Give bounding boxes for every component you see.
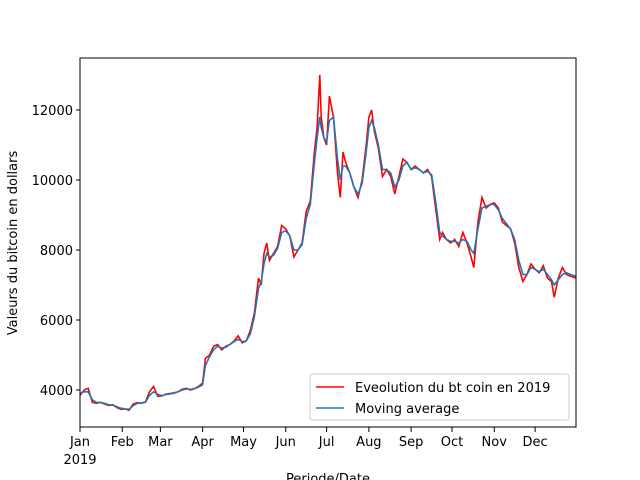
x-tick-label: Mar xyxy=(148,435,173,450)
data-line xyxy=(79,115,577,411)
x-tick-label: May xyxy=(230,435,257,450)
y-tick-label: 10000 xyxy=(32,174,73,189)
legend-label: Moving average xyxy=(355,402,459,417)
x-tick-label: Sep xyxy=(399,435,424,450)
x-tick-label: Jan xyxy=(69,435,90,450)
x-tick-label: Apr xyxy=(191,435,214,450)
x-tick-label: Jun xyxy=(275,435,296,450)
y-tick-label: 8000 xyxy=(40,244,73,259)
x-axis-label: Periode/Date xyxy=(286,472,370,480)
legend-box xyxy=(309,373,570,421)
x-tick-label: Feb xyxy=(111,435,134,450)
y-tick-label: 6000 xyxy=(40,314,73,329)
y-tick-label: 4000 xyxy=(40,384,73,399)
x-tick-label: Jul xyxy=(318,435,335,450)
legend-label: Eveolution du bt coin en 2019 xyxy=(355,381,550,396)
x-tick-label: Oct xyxy=(441,435,463,450)
y-axis-label: Valeurs du bitcoin en dollars xyxy=(6,151,21,336)
x-tick-label: Dec xyxy=(523,435,548,450)
y-tick-label: 12000 xyxy=(32,104,73,119)
x-tick-label: Aug xyxy=(356,435,381,450)
plot-frame xyxy=(79,57,577,428)
x-year-label: 2019 xyxy=(63,453,96,468)
x-tick-label: Nov xyxy=(482,435,508,450)
